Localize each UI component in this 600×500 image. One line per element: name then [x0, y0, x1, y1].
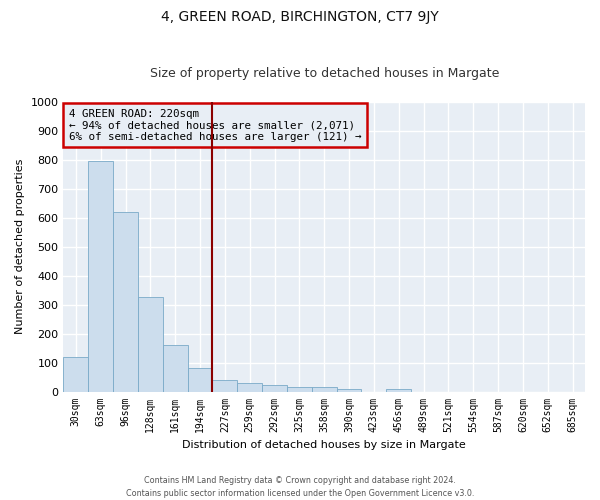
Bar	[237, 384, 262, 392]
Bar	[212, 380, 237, 392]
Y-axis label: Number of detached properties: Number of detached properties	[15, 159, 25, 334]
Text: Contains HM Land Registry data © Crown copyright and database right 2024.
Contai: Contains HM Land Registry data © Crown c…	[126, 476, 474, 498]
Bar	[262, 385, 287, 392]
Bar	[64, 356, 88, 392]
Bar	[88, 161, 113, 392]
Bar	[386, 388, 411, 392]
Text: 4 GREEN ROAD: 220sqm
← 94% of detached houses are smaller (2,071)
6% of semi-det: 4 GREEN ROAD: 220sqm ← 94% of detached h…	[68, 109, 361, 142]
Text: 4, GREEN ROAD, BIRCHINGTON, CT7 9JY: 4, GREEN ROAD, BIRCHINGTON, CT7 9JY	[161, 10, 439, 24]
Bar	[337, 388, 361, 392]
Bar	[163, 345, 188, 392]
Bar	[113, 212, 138, 392]
Bar	[312, 387, 337, 392]
Title: Size of property relative to detached houses in Margate: Size of property relative to detached ho…	[149, 66, 499, 80]
Bar	[188, 368, 212, 392]
Bar	[287, 386, 312, 392]
X-axis label: Distribution of detached houses by size in Margate: Distribution of detached houses by size …	[182, 440, 466, 450]
Bar	[138, 298, 163, 392]
